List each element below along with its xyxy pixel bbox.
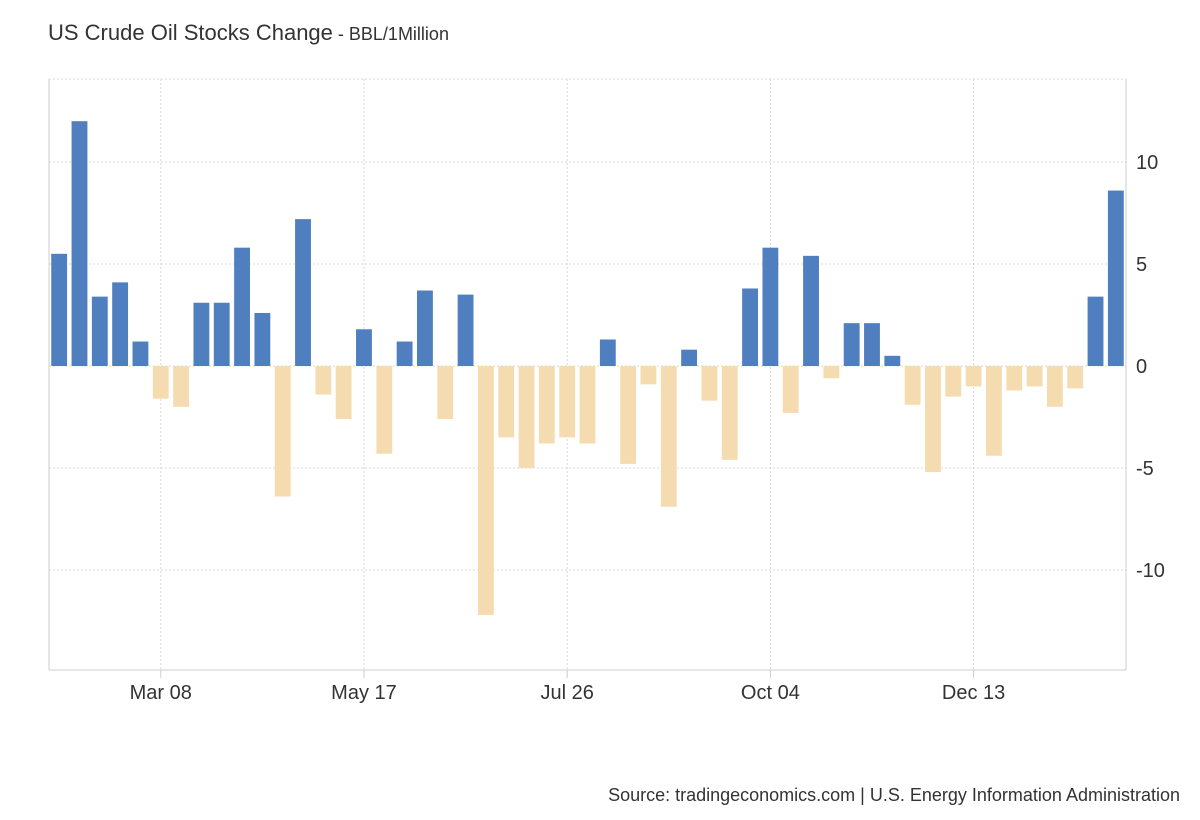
bar: [295, 219, 311, 366]
bar: [640, 366, 657, 385]
chart-title-block: US Crude Oil Stocks Change - BBL/1Millio…: [48, 20, 449, 46]
bar: [335, 366, 352, 420]
bar: [396, 341, 413, 366]
y-tick-label: -10: [1136, 560, 1165, 582]
bar: [1107, 190, 1124, 366]
bar: [1026, 366, 1043, 387]
y-tick-label: 5: [1136, 254, 1147, 276]
bar: [437, 366, 454, 420]
axis-layer: [48, 79, 1127, 678]
bar: [417, 290, 433, 366]
x-tick-label: May 17: [331, 682, 397, 704]
bar: [965, 366, 982, 387]
bar: [477, 366, 494, 615]
bar: [71, 121, 88, 366]
bar: [152, 366, 169, 399]
bar: [782, 366, 799, 413]
bar: [376, 366, 393, 454]
bar: [91, 296, 108, 366]
y-tick-label: 0: [1136, 356, 1147, 378]
x-tick-label: Mar 08: [130, 682, 192, 704]
bar: [356, 329, 372, 366]
bar: [681, 349, 698, 366]
bar: [538, 366, 555, 444]
bar: [701, 366, 718, 401]
x-tick-label: Oct 04: [741, 682, 800, 704]
bar: [803, 255, 819, 366]
bar: [518, 366, 535, 468]
bar: [498, 366, 515, 438]
bar: [559, 366, 576, 438]
bar: [173, 366, 190, 407]
bar: [213, 302, 230, 366]
x-tick-label: Dec 13: [942, 682, 1005, 704]
bar: [1046, 366, 1063, 407]
y-tick-label: 10: [1136, 152, 1158, 174]
title-separator: -: [332, 24, 349, 44]
bar-chart: 10 5 0 -5 -10 Mar 08 May 17 Jul 26 Oct 04 Dec 13: [48, 78, 1165, 704]
bar: [762, 247, 779, 366]
bar: [843, 323, 860, 366]
chart-title: US Crude Oil Stocks Change: [48, 20, 333, 45]
bar: [742, 288, 758, 366]
bar: [132, 341, 149, 366]
chart-unit: BBL/1Million: [348, 24, 449, 44]
bar: [579, 366, 596, 444]
bar: [945, 366, 962, 397]
bar: [315, 366, 332, 395]
x-tick-label: Jul 26: [540, 682, 593, 704]
bar: [1067, 366, 1084, 389]
bar: [193, 302, 210, 366]
bar: [823, 366, 840, 379]
bar: [599, 339, 616, 366]
bar: [904, 366, 921, 405]
bar: [1087, 296, 1104, 366]
bar: [234, 247, 250, 366]
bar: [721, 366, 738, 460]
bar: [51, 253, 68, 366]
bar: [884, 355, 901, 366]
bar: [620, 366, 637, 464]
bar: [254, 312, 271, 366]
bar: [274, 366, 291, 497]
bar: [457, 294, 474, 366]
bar: [925, 366, 941, 473]
source-attribution: Source: tradingeconomics.com | U.S. Ener…: [608, 785, 1180, 805]
bar: [864, 323, 880, 366]
bar: [985, 366, 1002, 456]
label-layer: 10 5 0 -5 -10 Mar 08 May 17 Jul 26 Oct 04 Dec 13: [130, 152, 1165, 704]
y-tick-label: -5: [1136, 458, 1154, 480]
bar-layer: [51, 121, 1124, 615]
bar: [1006, 366, 1023, 391]
bar: [660, 366, 677, 507]
bar: [112, 282, 129, 366]
